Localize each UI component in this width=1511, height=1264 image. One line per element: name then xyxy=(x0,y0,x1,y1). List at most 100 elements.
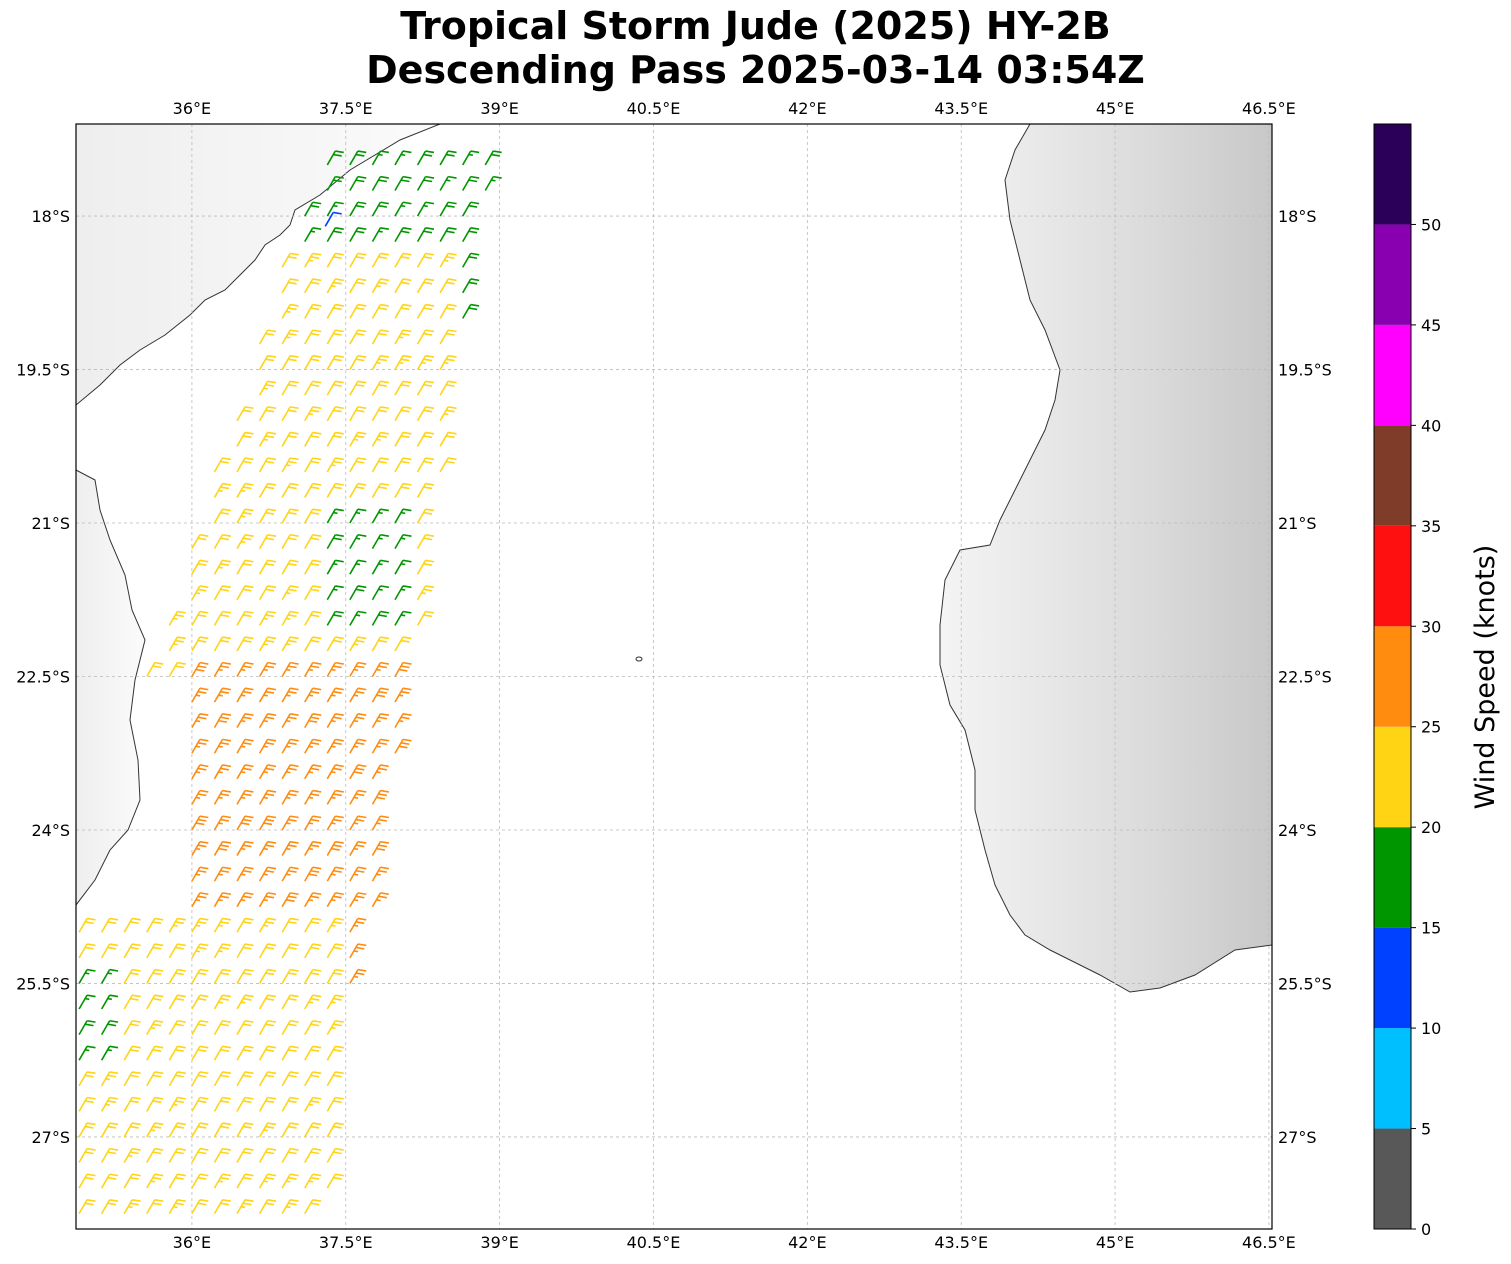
barb-flag-half xyxy=(263,668,268,672)
barb-flag-half xyxy=(195,719,201,723)
barb-flag-full xyxy=(109,1122,119,1126)
wind-barb xyxy=(439,380,457,396)
barb-flag-full xyxy=(308,719,318,723)
barb-flag-full xyxy=(333,665,342,669)
barb-flag-full xyxy=(175,1048,184,1052)
barb-shaft xyxy=(258,764,269,780)
barb-shaft xyxy=(462,201,472,217)
barb-shaft xyxy=(304,278,314,294)
barb-shaft xyxy=(326,150,336,166)
barb-flag-full xyxy=(222,1096,232,1100)
barb-shaft xyxy=(168,969,179,984)
barb-flag-full xyxy=(470,278,480,282)
barb-flag-full xyxy=(263,822,273,826)
barb-shaft xyxy=(236,585,246,601)
wind-barb xyxy=(281,380,299,396)
wind-barb xyxy=(123,968,141,984)
barb-flag-full xyxy=(177,661,186,665)
lon-tick-label-bottom: 39°E xyxy=(480,1233,518,1252)
barb-flag-full xyxy=(355,179,365,183)
barb-shaft xyxy=(191,611,201,626)
barb-flag-full xyxy=(132,1147,141,1151)
wind-barb xyxy=(168,610,186,626)
wind-barb xyxy=(371,636,389,652)
wind-barb xyxy=(394,431,412,447)
wind-barb xyxy=(123,1173,141,1189)
barb-flag-half xyxy=(218,950,223,953)
barb-shaft xyxy=(326,1173,336,1189)
barb-flag-full xyxy=(197,844,207,848)
barb-flag-full xyxy=(267,380,277,384)
barb-flag-full xyxy=(310,563,320,566)
barb-shaft xyxy=(100,918,111,933)
barb-shaft xyxy=(326,304,336,319)
barb-flag-full xyxy=(468,230,478,234)
barb-flag-full xyxy=(355,690,365,694)
barb-flag-full xyxy=(425,329,435,333)
barb-shaft xyxy=(213,457,224,473)
barb-flag-full xyxy=(357,431,367,435)
wind-barb xyxy=(281,1147,299,1163)
barb-shaft xyxy=(168,1122,179,1138)
barb-shaft xyxy=(416,227,427,243)
barb-flag-full xyxy=(402,431,412,435)
wind-barb xyxy=(304,840,322,856)
barb-shaft xyxy=(349,329,359,345)
barb-flag-full xyxy=(199,1045,209,1049)
barb-flag-full xyxy=(240,822,250,826)
barb-flag-half xyxy=(331,719,336,723)
barb-flag-full xyxy=(310,1176,320,1180)
barb-flag-full xyxy=(288,307,297,311)
barb-shaft xyxy=(191,1173,201,1189)
barb-flag-full xyxy=(310,818,320,822)
barb-flag-full xyxy=(290,1019,299,1023)
barb-flag-full xyxy=(220,665,230,669)
barb-shaft xyxy=(168,1097,179,1112)
barb-shaft xyxy=(439,201,449,217)
barb-flag-full xyxy=(244,661,254,665)
barb-flag-full xyxy=(335,1096,344,1100)
wind-barb xyxy=(168,1045,186,1061)
barb-flag-full xyxy=(222,866,232,870)
barb-flag-full xyxy=(288,997,297,1001)
barb-flag-full xyxy=(197,1125,207,1129)
barb-shaft xyxy=(371,508,382,524)
wind-barb xyxy=(394,278,412,294)
barb-flag-full xyxy=(400,486,410,490)
barb-flag-full xyxy=(378,256,387,260)
wind-barb xyxy=(78,1045,96,1061)
barb-shaft xyxy=(258,1148,269,1163)
barb-shaft xyxy=(168,662,179,677)
wind-barb xyxy=(236,610,254,626)
barb-shaft xyxy=(394,559,404,575)
barb-flag-full xyxy=(378,818,387,822)
barb-flag-full xyxy=(175,997,184,1001)
barb-flag-half xyxy=(286,1180,291,1183)
barb-shaft xyxy=(304,329,314,345)
barb-flag-full xyxy=(267,508,277,512)
barb-flag-full xyxy=(154,661,164,665)
barb-shaft xyxy=(326,892,336,908)
barb-flag-full xyxy=(402,150,412,154)
barb-flag-full xyxy=(290,252,299,256)
barb-flag-half xyxy=(308,898,314,902)
barb-shaft xyxy=(326,918,336,933)
barb-flag-full xyxy=(335,431,344,435)
wind-barb xyxy=(236,482,254,498)
barb-flag-full xyxy=(152,1100,162,1104)
wind-barb xyxy=(258,917,277,933)
barb-flag-half xyxy=(286,873,291,876)
barb-flag-full xyxy=(197,793,207,797)
barb-shaft xyxy=(191,559,201,575)
wind-barb xyxy=(213,764,232,780)
barb-flag-full xyxy=(222,1147,232,1151)
barb-flag-full xyxy=(355,256,365,260)
barb-shaft xyxy=(281,892,291,908)
barb-flag-half xyxy=(378,563,383,566)
barb-flag-full xyxy=(448,175,457,179)
barb-flag-full xyxy=(132,917,141,921)
barb-flag-full xyxy=(290,764,299,768)
barb-flag-full xyxy=(335,713,344,716)
barb-flag-half xyxy=(378,230,383,233)
barb-flag-half xyxy=(218,694,223,697)
